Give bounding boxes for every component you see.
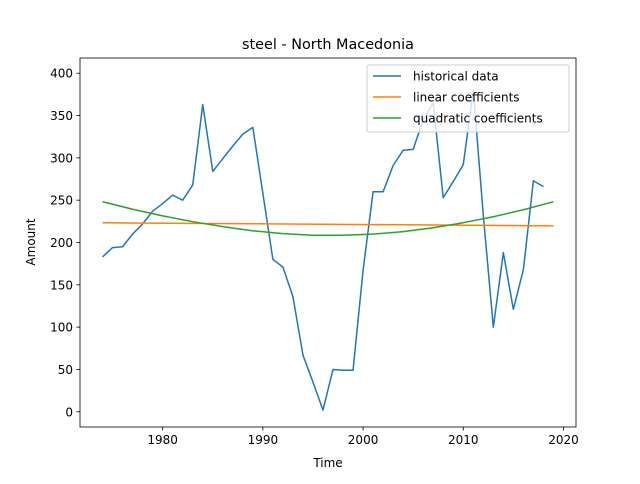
legend-label-quadratic-coefficients: quadratic coefficients <box>413 112 543 126</box>
legend-box <box>366 64 570 133</box>
series-line-linear-coefficients <box>102 222 554 227</box>
y-tick-label: 350 <box>50 109 73 123</box>
legend-label-linear-coefficients: linear coefficients <box>413 91 520 105</box>
x-tick-label: 2010 <box>448 433 479 447</box>
y-tick-label: 400 <box>50 67 73 81</box>
legend: historical data linear coefficients quad… <box>366 64 570 133</box>
x-tick-label: 2020 <box>548 433 579 447</box>
y-tick-label: 50 <box>58 363 73 377</box>
x-tick-label: 2000 <box>348 433 379 447</box>
x-tick-label: 1990 <box>248 433 279 447</box>
x-axis: 1980 1990 2000 2010 2020 <box>147 427 579 447</box>
y-tick-label: 150 <box>50 278 73 292</box>
series-line-quadratic-coefficients <box>102 200 554 237</box>
x-tick-label: 1980 <box>147 433 178 447</box>
plot-area-frame <box>79 57 577 428</box>
x-axis-label: Time <box>312 456 342 470</box>
y-axis: 0 50 100 150 200 250 300 350 400 <box>50 67 80 419</box>
y-axis-label: Amount <box>24 218 38 265</box>
y-tick-label: 100 <box>50 321 73 335</box>
legend-label-historical-data: historical data <box>413 70 499 84</box>
y-tick-label: 250 <box>50 194 73 208</box>
y-tick-label: 300 <box>50 151 73 165</box>
y-tick-label: 200 <box>50 236 73 250</box>
y-tick-label: 0 <box>65 405 73 419</box>
chart-title: steel - North Macedonia <box>242 37 414 53</box>
